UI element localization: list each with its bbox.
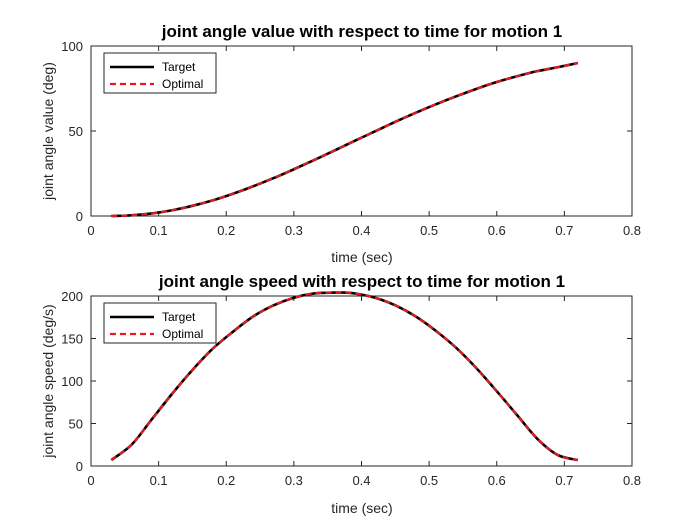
x-tick-label: 0 [87, 223, 94, 238]
y-tick-label: 50 [69, 124, 83, 139]
x-axis-label: time (sec) [331, 249, 392, 265]
legend-box [103, 52, 217, 94]
angle-speed-chart: joint angle speed with respect to time f… [40, 272, 641, 516]
x-tick-label: 0.5 [420, 223, 438, 238]
y-tick-label: 0 [76, 459, 83, 474]
x-tick-label: 0.5 [420, 473, 438, 488]
legend: Target Optimal [103, 302, 217, 344]
x-tick-label: 0.7 [555, 223, 573, 238]
angle-value-chart: joint angle value with respect to time f… [40, 22, 641, 265]
x-tick-label: 0.4 [352, 473, 370, 488]
legend: Target Optimal [103, 52, 217, 94]
x-tick-label: 0.4 [352, 223, 370, 238]
x-tick-label: 0.1 [150, 223, 168, 238]
series-line-optimal [110, 291, 579, 462]
y-tick-label: 0 [76, 209, 83, 224]
series-line-optimal [111, 61, 579, 218]
y-tick-label: 50 [69, 417, 83, 432]
legend-label: Optimal [162, 327, 203, 341]
y-axis-label: joint angle speed (deg/s) [40, 304, 56, 458]
x-axis-label: time (sec) [331, 500, 392, 516]
x-tick-label: 0.7 [555, 473, 573, 488]
x-tick-label: 0.2 [217, 473, 235, 488]
x-tick-label: 0.3 [285, 223, 303, 238]
legend-box [103, 302, 217, 344]
y-tick-label: 150 [61, 332, 83, 347]
legend-label: Optimal [162, 77, 203, 91]
x-tick-label: 0 [87, 473, 94, 488]
chart-title: joint angle value with respect to time f… [161, 22, 563, 41]
legend-label: Target [162, 60, 196, 74]
y-axis-label: joint angle value (deg) [40, 62, 56, 201]
x-tick-label: 0.1 [150, 473, 168, 488]
x-tick-label: 0.8 [623, 473, 641, 488]
y-tick-label: 200 [61, 289, 83, 304]
x-tick-label: 0.6 [488, 223, 506, 238]
y-tick-label: 100 [61, 39, 83, 54]
x-tick-label: 0.2 [217, 223, 235, 238]
legend-label: Target [162, 310, 196, 324]
x-tick-label: 0.6 [488, 473, 506, 488]
chart-title: joint angle speed with respect to time f… [158, 272, 565, 291]
y-tick-label: 100 [61, 374, 83, 389]
x-tick-label: 0.3 [285, 473, 303, 488]
x-tick-label: 0.8 [623, 223, 641, 238]
